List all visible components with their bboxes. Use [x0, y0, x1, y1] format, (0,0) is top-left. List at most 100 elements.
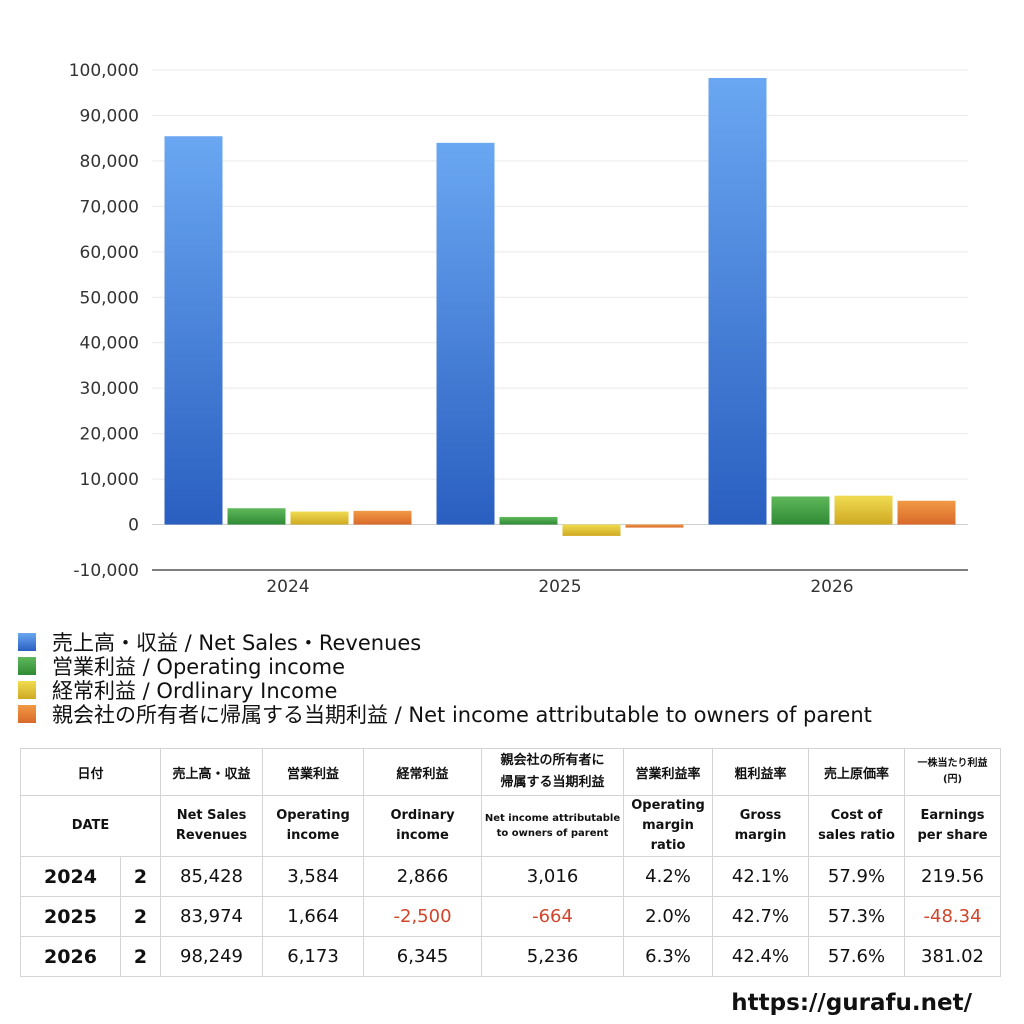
header-sales-ja: 売上高・収益 — [160, 748, 264, 796]
y-tick-label: 50,000 — [80, 288, 139, 308]
header-ni-en-line2: to owners of parent — [496, 828, 609, 839]
header-cos-ja: 売上原価率 — [808, 748, 906, 796]
y-tick-label: 80,000 — [80, 152, 139, 172]
header-ni-ja-line1: 親会社の所有者に — [500, 753, 605, 768]
bars — [164, 77, 956, 536]
header-eps-ja-line2: (円) — [942, 774, 963, 785]
cell-ord: 6,345 — [363, 936, 483, 977]
header-ord-en-line1: Ordinary — [390, 808, 455, 823]
bar — [436, 142, 495, 525]
cell-sales: 85,428 — [160, 856, 264, 897]
header-gm-en-line2: margin — [734, 828, 787, 843]
x-category-label: 2024 — [266, 577, 309, 597]
header-cos-en-line2: sales ratio — [818, 828, 895, 843]
header-ni-en-line1: Net income attributable — [484, 813, 621, 824]
header-sales-en-line1: Net Sales — [176, 808, 247, 823]
cell-year: 2026 — [20, 936, 121, 977]
header-ni-en: Net income attributable to owners of par… — [481, 795, 625, 857]
header-gm-ja: 粗利益率 — [712, 748, 810, 796]
header-eps-ja-line1: 一株当たり利益 — [917, 758, 988, 769]
header-ni-ja: 親会社の所有者に 帰属する当期利益 — [481, 748, 625, 796]
y-tick-label: 20,000 — [80, 425, 139, 445]
table-header-en: DATE Net Sales Revenues Operating income… — [19, 795, 1002, 857]
site-url[interactable]: https://gurafu.net/ — [731, 990, 972, 1016]
legend-swatch-net-income — [18, 705, 36, 723]
cell-opm: 2.0% — [623, 896, 714, 937]
cell-gm: 42.4% — [712, 936, 810, 977]
cell-year: 2025 — [20, 896, 121, 937]
y-tick-label: -10,000 — [73, 561, 139, 581]
bar — [834, 495, 893, 525]
header-ord-en-line2: income — [396, 828, 449, 843]
cell-quarter: 2 — [119, 896, 162, 937]
cell-op: 3,584 — [262, 856, 365, 897]
legend-item-net-income: 親会社の所有者に帰属する当期利益 / Net income attributab… — [18, 702, 1018, 727]
header-gm-en-line1: Gross — [739, 808, 782, 823]
bar — [708, 77, 767, 525]
legend-swatch-ordinary-income — [18, 681, 36, 699]
table-row: 2025 2 83,974 1,664 -2,500 -664 2.0% 42.… — [20, 896, 1002, 937]
cell-quarter: 2 — [119, 856, 162, 897]
header-op-en-line2: income — [286, 828, 340, 843]
cell-ord: -2,500 — [363, 896, 483, 937]
header-cos-en: Cost of sales ratio — [808, 795, 906, 857]
bar — [164, 136, 223, 525]
cell-opm: 6.3% — [623, 936, 714, 977]
cell-cos: 57.6% — [808, 936, 906, 977]
y-tick-label: 90,000 — [80, 106, 139, 126]
header-op-en-line1: Operating — [276, 808, 350, 823]
header-date-ja: 日付 — [19, 748, 162, 796]
cell-eps: 219.56 — [904, 856, 1002, 897]
y-tick-label: 30,000 — [80, 379, 139, 399]
y-axis-ticks: -10,000 0 10,000 20,000 30,000 40,000 50,000 60… — [69, 61, 139, 581]
cell-op: 6,173 — [262, 936, 365, 977]
header-opm-en: Operating margin ratio — [623, 795, 714, 857]
cell-cos: 57.3% — [808, 896, 906, 937]
bar — [353, 510, 412, 525]
legend-item-operating-income: 営業利益 / Operating income — [18, 654, 1018, 679]
cell-sales: 83,974 — [160, 896, 264, 937]
cell-opm: 4.2% — [623, 856, 714, 897]
header-opm-en-line3: ratio — [650, 838, 686, 853]
cell-eps: -48.34 — [904, 896, 1002, 937]
grid-lines — [152, 69, 968, 526]
header-eps-ja: 一株当たり利益 (円) — [904, 748, 1002, 796]
y-tick-label: 70,000 — [80, 197, 139, 217]
header-sales-en: Net Sales Revenues — [160, 795, 264, 857]
x-category-label: 2026 — [810, 577, 853, 597]
cell-ord: 2,866 — [363, 856, 483, 897]
cell-eps: 381.02 — [904, 936, 1002, 977]
legend-item-ordinary-income: 経常利益 / Ordlinary Income — [18, 678, 1018, 703]
header-eps-en-line1: Earnings — [920, 808, 985, 823]
y-tick-label: 0 — [128, 516, 139, 536]
bar — [290, 511, 349, 525]
header-opm-en-line1: Operating — [631, 798, 705, 813]
y-tick-label: 10,000 — [80, 470, 139, 490]
header-date-en: DATE — [19, 795, 162, 857]
bar — [897, 500, 956, 525]
bar-chart: -10,000 0 10,000 20,000 30,000 40,000 50,000 60… — [69, 61, 968, 597]
cell-op: 1,664 — [262, 896, 365, 937]
header-eps-en: Earnings per share — [904, 795, 1002, 857]
header-op-en: Operating income — [262, 795, 365, 857]
legend-swatch-operating-income — [18, 657, 36, 675]
legend-item-net-sales: 売上高・収益 / Net Sales・Revenues — [18, 630, 1018, 655]
bar — [562, 524, 621, 536]
cell-ni: -664 — [481, 896, 625, 937]
header-opm-en-line2: margin — [642, 818, 694, 833]
x-axis: 2024 2025 2026 — [152, 569, 968, 597]
cell-gm: 42.1% — [712, 856, 810, 897]
y-tick-label: 40,000 — [80, 334, 139, 354]
cell-quarter: 2 — [119, 936, 162, 977]
legend-label-net-income: 親会社の所有者に帰属する当期利益 / Net income attributab… — [52, 703, 872, 727]
header-ord-ja: 経常利益 — [363, 748, 483, 796]
cell-ni: 5,236 — [481, 936, 625, 977]
bar — [499, 516, 558, 525]
table-row: 2026 2 98,249 6,173 6,345 5,236 6.3% 42.… — [20, 936, 1002, 977]
bar — [625, 524, 684, 528]
y-tick-label: 100,000 — [69, 61, 139, 81]
bar — [771, 496, 830, 525]
legend-label-ordinary-income: 経常利益 / Ordlinary Income — [52, 679, 338, 703]
table-header-ja: 日付 売上高・収益 営業利益 経常利益 親会社の所有者に 帰属する当期利益 営業… — [19, 748, 1002, 796]
cell-ni: 3,016 — [481, 856, 625, 897]
